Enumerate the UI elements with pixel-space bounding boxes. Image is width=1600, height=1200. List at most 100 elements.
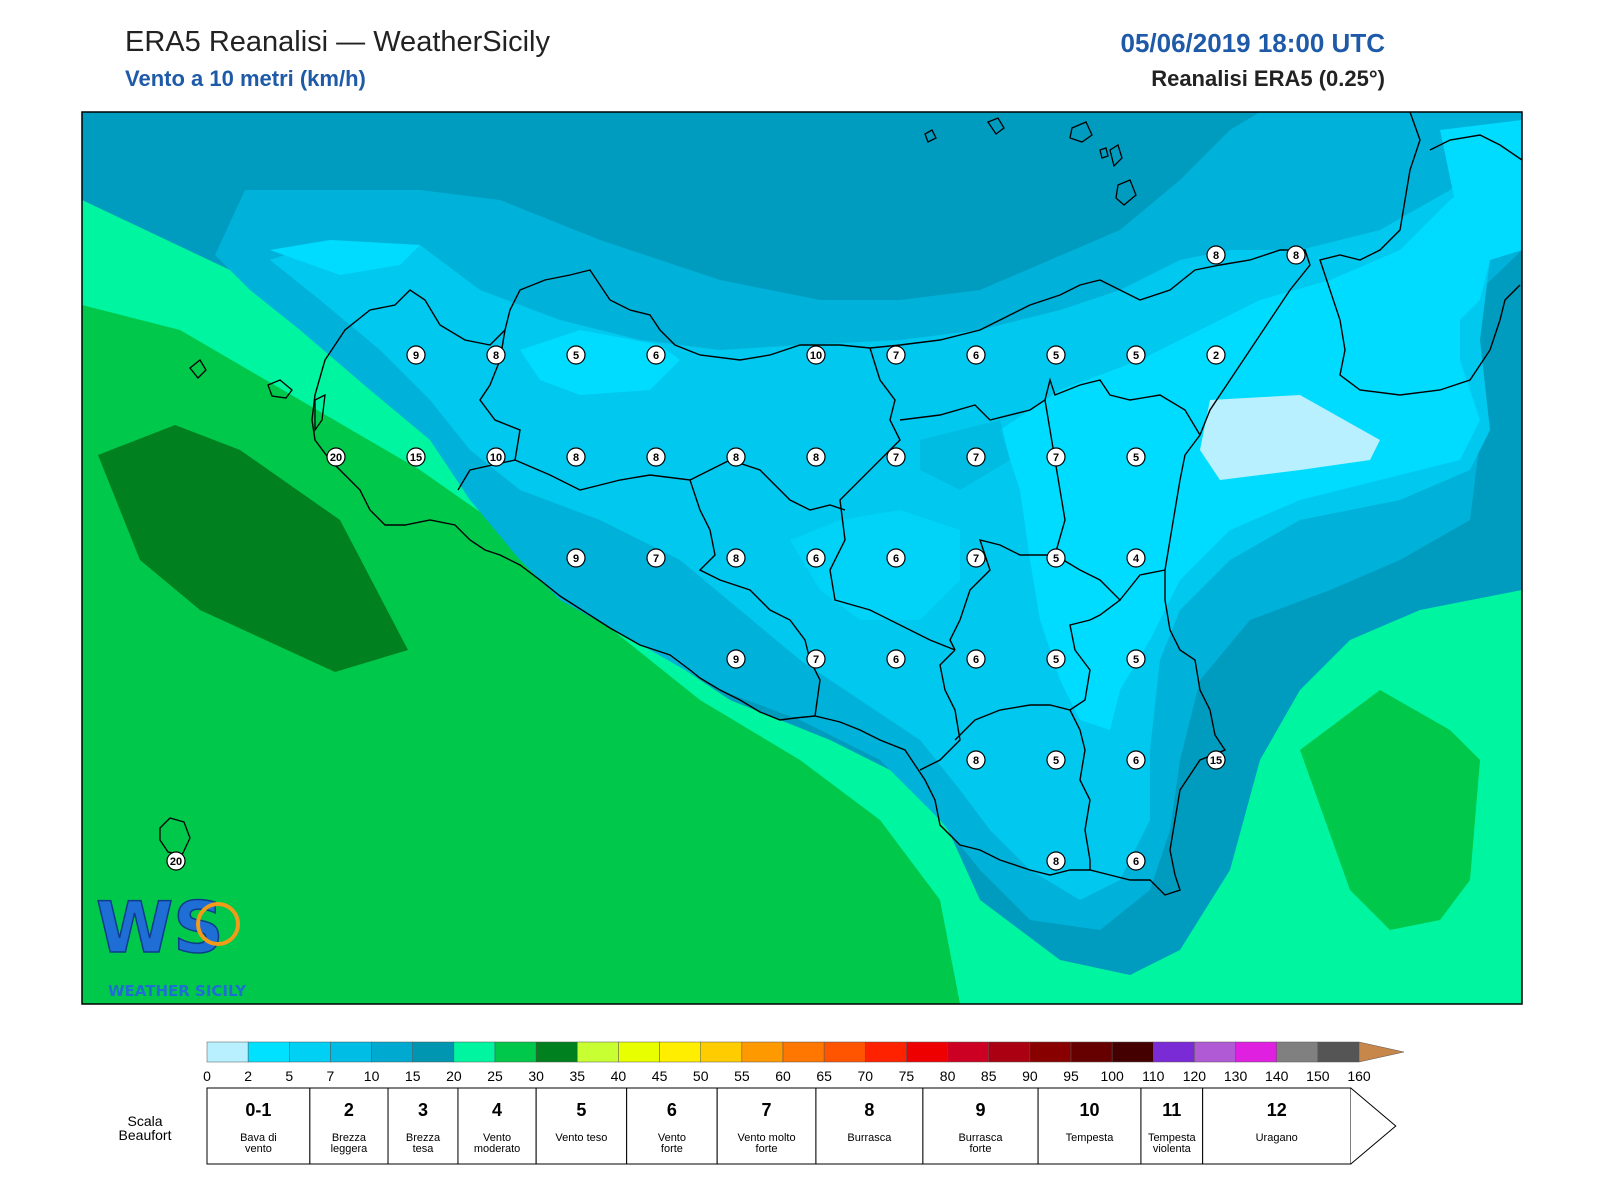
station-value: 8 xyxy=(813,452,819,464)
station-value: 5 xyxy=(1133,654,1139,666)
station-value: 5 xyxy=(1053,755,1059,767)
beaufort-description: Vento xyxy=(483,1132,511,1144)
colorbar-tick-label: 50 xyxy=(693,1068,709,1084)
station-value: 8 xyxy=(973,755,979,767)
beaufort-arrow xyxy=(1350,1087,1397,1165)
beaufort-description: Brezza xyxy=(332,1132,367,1144)
station-marker: 6 xyxy=(806,548,826,568)
station-value: 8 xyxy=(493,350,499,362)
station-value: 8 xyxy=(733,553,739,565)
colorbar-tick-label: 120 xyxy=(1183,1068,1207,1084)
sicily-coastline xyxy=(311,249,1311,896)
station-marker: 20 xyxy=(166,851,186,871)
colorbar-segment xyxy=(741,1041,784,1063)
station-value: 7 xyxy=(893,452,899,464)
colorbar-tick-label: 110 xyxy=(1142,1068,1165,1084)
beaufort-number: 12 xyxy=(1267,1100,1287,1120)
beaufort-number: 6 xyxy=(667,1100,677,1120)
station-value: 20 xyxy=(330,452,342,464)
beaufort-number: 0-1 xyxy=(245,1100,271,1120)
station-value: 20 xyxy=(170,856,182,868)
station-value: 10 xyxy=(490,452,502,464)
station-marker: 8 xyxy=(486,345,506,365)
colorbar-tick-label: 100 xyxy=(1100,1068,1124,1084)
colorbar-tick-label: 7 xyxy=(327,1068,335,1084)
station-marker: 4 xyxy=(1126,548,1146,568)
colorbar-tick-label: 95 xyxy=(1063,1068,1079,1084)
colorbar-tick-label: 10 xyxy=(364,1068,380,1084)
station-value: 8 xyxy=(573,452,579,464)
colorbar-tick-label: 75 xyxy=(899,1068,915,1084)
wind-field: 8 8 9 8 5 6 10 7 6 5 5 2 20 15 10 8 8 8 8 7 7 7 5 9 7 8 6 6 7 5 4 9 7 6 6 5… xyxy=(82,112,1522,1004)
station-marker: 6 xyxy=(886,548,906,568)
colorbar-tick-label: 140 xyxy=(1265,1068,1289,1084)
station-marker: 7 xyxy=(966,447,986,467)
colorbar-segment xyxy=(453,1041,496,1063)
station-value: 7 xyxy=(1053,452,1059,464)
station-value: 6 xyxy=(653,350,659,362)
station-marker: 6 xyxy=(1126,750,1146,770)
beaufort-description: Burrasca xyxy=(958,1132,1003,1144)
station-marker: 5 xyxy=(1126,649,1146,669)
station-marker: 8 xyxy=(726,447,746,467)
station-marker: 10 xyxy=(486,447,506,467)
station-markers: 8 8 9 8 5 6 10 7 6 5 5 2 20 15 10 8 8 8 8 7 7 7 5 9 7 8 6 6 7 5 4 9 7 6 6 5… xyxy=(166,245,1306,871)
islands-coastline xyxy=(159,117,1137,856)
colorbar-tick-label: 70 xyxy=(857,1068,873,1084)
station-value: 5 xyxy=(1053,350,1059,362)
station-value: 8 xyxy=(1213,250,1219,262)
colorbar-tick-label: 150 xyxy=(1306,1068,1330,1084)
station-marker: 2 xyxy=(1206,345,1226,365)
colorbar-segment xyxy=(206,1041,249,1063)
colorbar-segment xyxy=(247,1041,290,1063)
colorbar-segment xyxy=(700,1041,743,1063)
station-marker: 8 xyxy=(646,447,666,467)
calabria-coastline xyxy=(1319,112,1522,396)
station-marker: 5 xyxy=(566,345,586,365)
map-frame xyxy=(81,111,1523,1005)
colorbar-segment xyxy=(618,1041,660,1063)
station-marker: 10 xyxy=(806,345,826,365)
station-value: 7 xyxy=(653,553,659,565)
beaufort-description: violenta xyxy=(1153,1143,1192,1155)
colorbar-segment xyxy=(494,1041,537,1063)
station-value: 9 xyxy=(733,654,739,666)
colorbar-segment xyxy=(577,1041,619,1063)
beaufort-number: 2 xyxy=(344,1100,354,1120)
colorbar-tick-label: 60 xyxy=(775,1068,791,1084)
colorbar-segment xyxy=(1029,1041,1072,1063)
station-value: 8 xyxy=(1293,250,1299,262)
beaufort-description: Vento teso xyxy=(555,1132,607,1144)
wind-colorbar xyxy=(206,1041,1405,1063)
colorbar-segment xyxy=(330,1041,372,1063)
station-marker: 8 xyxy=(1286,245,1306,265)
station-marker: 7 xyxy=(886,447,906,467)
station-marker: 6 xyxy=(966,345,986,365)
station-value: 7 xyxy=(973,553,979,565)
beaufort-description: Vento xyxy=(658,1132,686,1144)
station-value: 6 xyxy=(1133,755,1139,767)
data-source: Reanalisi ERA5 (0.25°) xyxy=(1151,66,1385,91)
beaufort-class: 12 Uragano xyxy=(1202,1087,1352,1165)
beaufort-description: forte xyxy=(969,1143,991,1155)
station-marker: 6 xyxy=(966,649,986,669)
colorbar-segment xyxy=(371,1041,413,1063)
beaufort-description: Bava di xyxy=(240,1132,277,1144)
station-marker: 7 xyxy=(886,345,906,365)
colorbar-segment xyxy=(659,1041,701,1063)
colorbar-tick-label: 5 xyxy=(285,1068,293,1084)
logo-letters: WS xyxy=(96,887,224,969)
station-value: 7 xyxy=(973,452,979,464)
colorbar-segment xyxy=(906,1041,948,1063)
colorbar-ticks: 0 2 5 7 10 15 20 25 30 35 40 45 50 55 60 65 70 75 80 85 90 95… xyxy=(203,1068,1371,1084)
colorbar-segment xyxy=(782,1041,825,1063)
colorbar-tick-label: 55 xyxy=(734,1068,750,1084)
beaufort-number: 4 xyxy=(492,1100,502,1120)
colorbar-segment xyxy=(535,1041,578,1063)
station-marker: 6 xyxy=(646,345,666,365)
